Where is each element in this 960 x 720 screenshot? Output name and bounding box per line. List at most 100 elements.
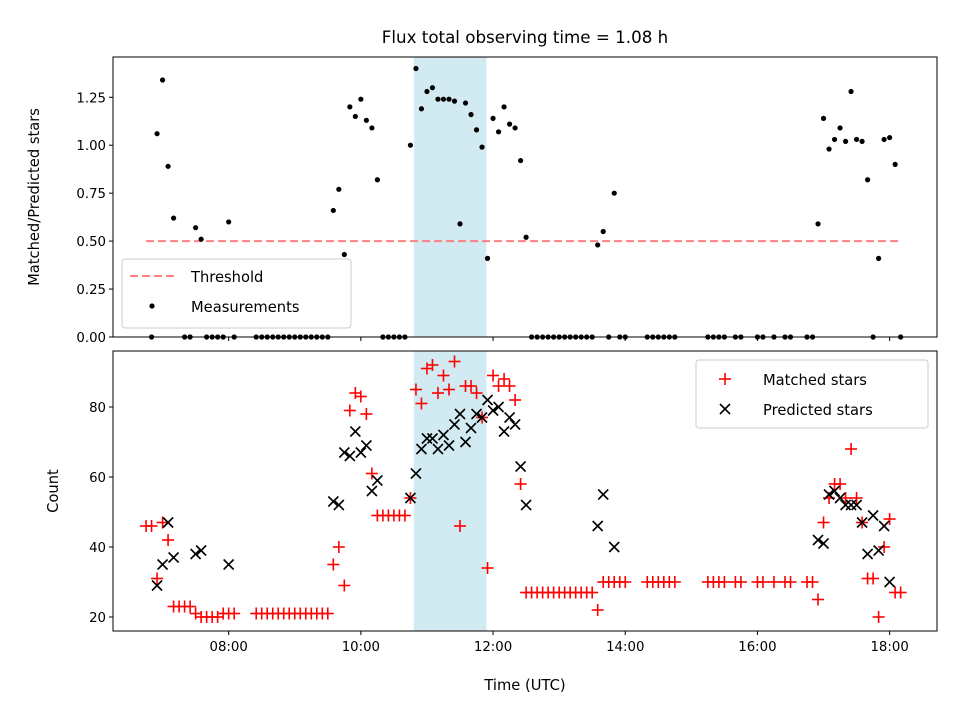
matched-point [834, 478, 847, 490]
measurement-point [330, 207, 336, 214]
predicted-point [344, 450, 356, 462]
predicted-point [465, 422, 477, 434]
y-tick-label: 0.50 [76, 235, 106, 250]
measurement-point [490, 115, 496, 121]
x-tick-label: 16:00 [738, 640, 776, 655]
measurement-point [198, 236, 204, 242]
matched-point [470, 387, 483, 399]
measurement-point [226, 219, 232, 225]
predicted-point [421, 432, 433, 445]
x-tick-label: 08:00 [210, 640, 248, 655]
predicted-point [338, 446, 350, 459]
measurement-point [369, 125, 375, 131]
measurement-point [429, 85, 436, 91]
matched-point [845, 443, 858, 455]
measurement-point [165, 163, 171, 169]
measurement-point [842, 138, 849, 144]
measurement-point [347, 104, 353, 110]
predicted-point [168, 551, 180, 564]
predicted-point [828, 485, 841, 497]
measurement-point [193, 225, 199, 231]
predicted-point [366, 485, 378, 497]
ratio-y-axis-label: Matched/Predicted stars [26, 108, 43, 286]
measurement-point [506, 121, 513, 127]
matched-point [756, 576, 769, 588]
predicted-point [862, 548, 874, 560]
predicted-point [349, 425, 361, 438]
x-tick-label: 10:00 [342, 640, 380, 655]
measurement-point [826, 146, 832, 152]
predicted-point [157, 558, 169, 571]
predicted-point [333, 499, 345, 511]
measurement-point [523, 234, 529, 240]
matched-point [360, 408, 373, 420]
predicted-point [195, 544, 207, 557]
predicted-point [327, 495, 339, 508]
matched-point [321, 607, 334, 620]
y-tick-label: 40 [89, 541, 106, 556]
legend-matched-swatch [719, 373, 731, 385]
ratio-panel-frame [112, 56, 938, 338]
predicted-point [851, 499, 863, 511]
matched-point [454, 520, 467, 532]
count-y-ticks: 20 40 60 80 [89, 401, 113, 626]
predicted-point [360, 439, 372, 452]
matched-point [343, 404, 356, 417]
matched-point [409, 383, 422, 396]
count-marks [140, 355, 907, 623]
matched-point [734, 576, 747, 588]
predicted-point [498, 425, 510, 438]
matched-point [184, 600, 197, 613]
measurement-point [473, 127, 480, 133]
measurement-point [837, 125, 843, 131]
matched-point [162, 534, 175, 546]
chart-title: Flux total observing time = 1.08 h [382, 27, 668, 47]
measurement-point [831, 136, 838, 143]
matched-point [156, 516, 169, 529]
matched-point [817, 516, 830, 529]
matched-point [894, 586, 907, 599]
measurement-point [611, 190, 617, 196]
predicted-point [492, 401, 505, 413]
matched-point [332, 541, 345, 553]
predicted-point [608, 541, 620, 553]
y-tick-label: 1.25 [76, 91, 106, 106]
predicted-point [448, 418, 461, 431]
matched-point [354, 390, 367, 403]
series-dot [148, 65, 904, 340]
matched-point [228, 607, 241, 620]
ratio-legend-box [121, 258, 352, 329]
predicted-point [415, 443, 428, 455]
predicted-point [432, 443, 444, 455]
measurement-point [512, 125, 518, 131]
matched-point [867, 572, 880, 585]
predicted-point [443, 439, 455, 452]
predicted-point [856, 516, 868, 529]
y-tick-label: 1.00 [76, 139, 106, 154]
predicted-point [509, 418, 521, 431]
predicted-point [840, 499, 852, 511]
predicted-point [834, 492, 846, 504]
measurement-point [352, 113, 358, 120]
measurement-point [600, 228, 606, 235]
predicted-point [845, 499, 857, 511]
matched-point [437, 369, 450, 382]
measurement-point [170, 215, 177, 221]
y-tick-label: 80 [89, 401, 106, 416]
measurement-point [159, 77, 166, 83]
count-panel-frame [112, 350, 938, 632]
measurement-point [881, 136, 887, 143]
predicted-point [520, 499, 532, 511]
matched-point [492, 380, 505, 392]
predicted-point [817, 537, 830, 550]
measurement-point [876, 255, 882, 261]
measurement-point [435, 96, 441, 102]
measurement-point [413, 65, 419, 72]
measurement-point [341, 251, 347, 258]
x-tick-label: 12:00 [474, 640, 512, 655]
matched-point [850, 492, 863, 504]
count-legend-box [695, 359, 929, 429]
legend-measurements-label: Measurements [191, 299, 300, 316]
measurement-point [479, 144, 485, 150]
